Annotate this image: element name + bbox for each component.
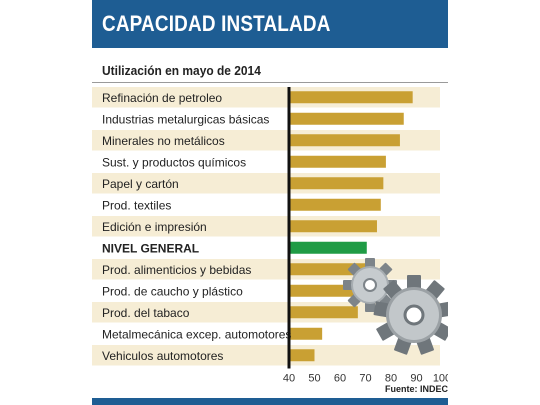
footer-band <box>92 398 448 405</box>
category-label: Sust. y productos químicos <box>102 155 246 169</box>
infographic: CAPACIDAD INSTALADA Utilización en mayo … <box>92 0 448 405</box>
tick-label: 100 <box>433 373 448 384</box>
category-label: Prod. del tabaco <box>102 306 190 320</box>
bar <box>289 327 323 340</box>
category-label: NIVEL GENERAL <box>102 241 199 255</box>
chart-title: CAPACIDAD INSTALADA <box>102 11 331 36</box>
bar <box>289 177 384 190</box>
bar-chart: Refinación de petroleo Industrias metalur… <box>92 87 448 384</box>
bar <box>289 263 366 276</box>
category-label: Minerales no metálicos <box>102 134 225 148</box>
category-label: Edición e impresión <box>102 220 207 234</box>
row-background <box>92 323 440 344</box>
category-label: Industrias metalurgicas básicas <box>102 112 269 126</box>
gears-illustration <box>343 258 448 355</box>
tick-label: 80 <box>385 373 397 384</box>
tick-label: 70 <box>359 373 371 384</box>
bar <box>289 220 377 233</box>
bar <box>289 198 381 211</box>
bar <box>289 241 367 254</box>
subtitle-divider <box>92 82 448 83</box>
tick-label: 40 <box>283 373 295 384</box>
category-label: Papel y cartón <box>102 177 179 191</box>
gear-icon <box>373 275 448 355</box>
bar <box>289 349 315 362</box>
header-band: CAPACIDAD INSTALADA <box>92 0 448 48</box>
category-label: Prod. alimenticios y bebidas <box>102 263 251 277</box>
tick-label: 90 <box>410 373 422 384</box>
category-labels: Refinación de petroleo Industrias metalur… <box>102 91 291 363</box>
chart-subtitle: Utilización en mayo de 2014 <box>102 63 261 78</box>
category-label: Refinación de petroleo <box>102 91 222 105</box>
bar <box>289 134 400 147</box>
source-note: Fuente: INDEC <box>385 384 448 394</box>
tick-label: 50 <box>308 373 320 384</box>
category-label: Prod. textiles <box>102 198 171 212</box>
bar <box>289 155 386 168</box>
row-background <box>92 345 440 366</box>
tick-labels: 40 50 60 70 80 90 100 <box>283 373 448 384</box>
category-label: Metalmecánica excep. automotores <box>102 327 291 341</box>
category-label: Prod. de caucho y plástico <box>102 284 243 298</box>
bar <box>289 306 358 319</box>
bar <box>289 91 413 104</box>
bar <box>289 112 404 125</box>
category-label: Vehiculos automotores <box>102 349 223 363</box>
tick-label: 60 <box>334 373 346 384</box>
